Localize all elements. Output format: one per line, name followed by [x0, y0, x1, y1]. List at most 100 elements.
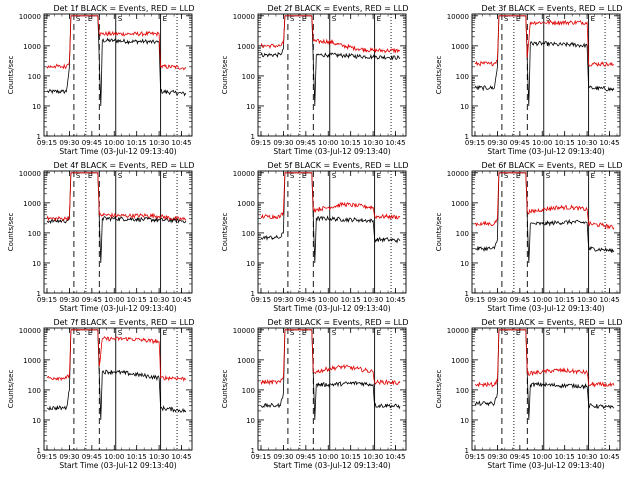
y-tick-label: 1000 — [237, 43, 255, 51]
marker-flag-label: S — [546, 15, 551, 23]
lld-series-line — [260, 172, 401, 220]
x-tick-label: 10:30 — [577, 296, 597, 304]
y-tick-label: 1 — [251, 290, 255, 298]
x-tick-label: 10:30 — [363, 139, 383, 147]
x-tick-label: 09:15 — [251, 139, 271, 147]
time-markers — [501, 14, 606, 136]
x-tick-label: 10:00 — [532, 139, 552, 147]
x-tick-label: 09:45 — [296, 139, 316, 147]
y-tick-label: 10000 — [233, 327, 255, 335]
marker-flag-label: E — [591, 172, 595, 180]
x-tick-label: 10:30 — [149, 296, 169, 304]
marker-flag-label: S — [504, 15, 509, 23]
y-tick-label: 100 — [28, 230, 41, 238]
y-tick-label: 100 — [28, 387, 41, 395]
y-tick-label: 10000 — [233, 170, 255, 178]
panel-title: Det 5f BLACK = Events, RED = LLD — [267, 161, 408, 170]
x-axis-label: Start Time (03-Jul-12 09:13:40) — [59, 304, 176, 313]
x-tick-label: 10:45 — [171, 296, 191, 304]
x-tick-label: 09:30 — [273, 139, 293, 147]
x-tick-label: 10:15 — [127, 296, 147, 304]
series-group — [474, 329, 615, 421]
time-markers — [73, 171, 178, 293]
x-tick-label: 09:45 — [510, 453, 530, 461]
x-tick-label: 09:30 — [487, 296, 507, 304]
marker-flag-label: S — [290, 329, 295, 337]
events-series-line — [260, 172, 401, 264]
marker-flag-label: S — [76, 15, 81, 23]
time-markers — [287, 328, 392, 450]
y-tick-label: 1000 — [23, 200, 41, 208]
events-series-line — [474, 329, 615, 421]
chart-panel: Det 6f BLACK = Events, RED = LLD Counts/s… — [435, 161, 623, 313]
x-tick-label: 10:45 — [599, 296, 619, 304]
lld-series-line — [474, 15, 615, 67]
x-tick-label: 10:15 — [127, 139, 147, 147]
x-tick-label: 10:00 — [532, 453, 552, 461]
x-tick-label: 10:15 — [341, 139, 361, 147]
time-markers — [287, 14, 392, 136]
x-tick-label: 09:15 — [251, 296, 271, 304]
chart-panel: Det 5f BLACK = Events, RED = LLD Counts/s… — [221, 161, 409, 313]
x-axis-label: Start Time (03-Jul-12 09:13:40) — [59, 147, 176, 156]
x-tick-label: 09:45 — [82, 453, 102, 461]
x-tick-label: 10:15 — [127, 453, 147, 461]
chart-panel: Det 9f BLACK = Events, RED = LLD Counts/s… — [435, 318, 623, 470]
x-tick-label: 09:30 — [59, 139, 79, 147]
y-tick-label: 100 — [242, 387, 255, 395]
y-tick-label: 1 — [37, 133, 41, 141]
x-tick-label: 10:00 — [104, 296, 124, 304]
y-tick-label: 1 — [251, 447, 255, 455]
marker-flag-label: E — [591, 329, 595, 337]
plot-frame — [471, 13, 621, 137]
y-tick-label: 10 — [32, 260, 41, 268]
y-tick-label: 1 — [37, 290, 41, 298]
marker-flag-label: E — [163, 172, 167, 180]
x-tick-label: 09:45 — [510, 296, 530, 304]
y-tick-label: 10 — [460, 103, 469, 111]
series-group — [46, 329, 187, 421]
marker-flag-label: E — [377, 15, 381, 23]
x-axis-label: Start Time (03-Jul-12 09:13:40) — [487, 147, 604, 156]
y-tick-label: 10000 — [19, 327, 41, 335]
marker-flag-label: S — [332, 15, 337, 23]
x-tick-label: 10:15 — [341, 296, 361, 304]
series-group — [474, 172, 615, 264]
chart-panel: Det 4f BLACK = Events, RED = LLD Counts/s… — [7, 161, 195, 313]
y-axis-label: Counts/sec — [221, 56, 229, 95]
x-tick-label: 09:45 — [510, 139, 530, 147]
y-tick-label: 1000 — [23, 43, 41, 51]
events-series-line — [260, 329, 401, 421]
x-tick-label: 10:00 — [104, 453, 124, 461]
y-axis-label: Counts/sec — [7, 213, 15, 252]
marker-flag-label: S — [332, 172, 337, 180]
x-tick-label: 09:45 — [82, 139, 102, 147]
marker-flag-label: S — [118, 15, 123, 23]
y-tick-label: 100 — [456, 73, 469, 81]
lld-series-line — [474, 172, 615, 230]
marker-flag-label: E — [377, 329, 381, 337]
marker-flag-label: E — [88, 15, 92, 23]
x-tick-label: 10:45 — [171, 453, 191, 461]
y-tick-label: 1 — [465, 133, 469, 141]
time-markers — [287, 171, 392, 293]
y-tick-label: 1 — [37, 447, 41, 455]
y-axis-label: Counts/sec — [435, 213, 443, 252]
panel-title: Det 4f BLACK = Events, RED = LLD — [53, 161, 194, 170]
x-tick-label: 10:45 — [385, 139, 405, 147]
x-tick-label: 10:15 — [341, 453, 361, 461]
events-series-line — [260, 15, 401, 107]
x-tick-label: 10:45 — [171, 139, 191, 147]
x-tick-label: 09:30 — [487, 453, 507, 461]
y-axis-label: Counts/sec — [7, 370, 15, 409]
x-tick-label: 10:15 — [555, 296, 575, 304]
y-tick-label: 10000 — [233, 13, 255, 21]
plot-frame — [257, 327, 407, 451]
x-tick-label: 09:15 — [37, 139, 57, 147]
y-tick-label: 1000 — [237, 200, 255, 208]
plot-frame — [43, 327, 193, 451]
y-tick-label: 10000 — [19, 13, 41, 21]
marker-flag-label: E — [302, 15, 306, 23]
chart-panel: Det 7f BLACK = Events, RED = LLD Counts/s… — [7, 318, 195, 470]
y-axis-label: Counts/sec — [221, 213, 229, 252]
